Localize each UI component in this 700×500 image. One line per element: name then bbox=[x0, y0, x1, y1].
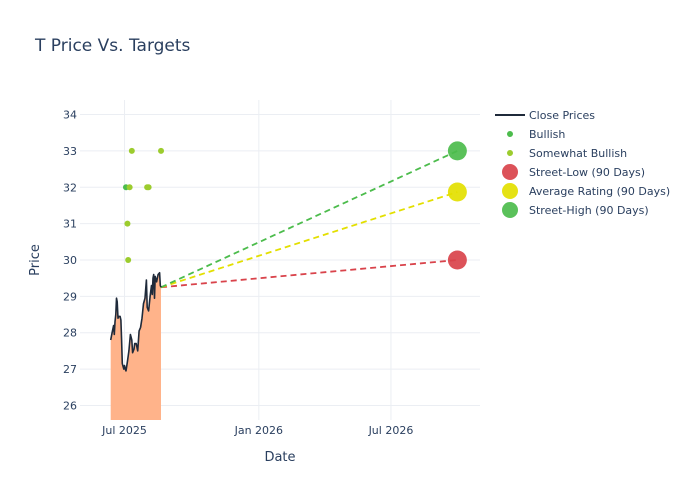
legend-item[interactable]: Bullish bbox=[507, 128, 565, 141]
y-axis-title: Price bbox=[28, 244, 43, 276]
target-lines bbox=[160, 150, 458, 289]
rating-dot bbox=[126, 184, 133, 191]
legend-dot-swatch bbox=[507, 150, 513, 156]
target-marker bbox=[447, 141, 467, 161]
y-tick-label: 29 bbox=[63, 290, 77, 303]
close-price-line bbox=[109, 271, 162, 372]
legend-marker-swatch bbox=[502, 183, 518, 199]
target-line bbox=[160, 259, 458, 289]
legend-label: Somewhat Bullish bbox=[529, 147, 627, 160]
y-tick-label: 32 bbox=[63, 181, 77, 194]
legend-item[interactable]: Average Rating (90 Days) bbox=[502, 183, 670, 199]
target-line bbox=[160, 191, 458, 289]
x-axis-ticks: Jul 2025 Jan 2026 Jul 2026 bbox=[101, 424, 413, 437]
x-axis-title: Date bbox=[264, 450, 295, 465]
legend-item[interactable]: Street-Low (90 Days) bbox=[502, 164, 645, 180]
y-tick-label: 27 bbox=[63, 363, 77, 376]
legend-marker-swatch bbox=[502, 164, 518, 180]
y-tick-label: 30 bbox=[63, 254, 77, 267]
legend-label: Street-Low (90 Days) bbox=[529, 166, 645, 179]
legend-marker-swatch bbox=[502, 202, 518, 218]
target-marker bbox=[447, 182, 467, 202]
x-tick-label: Jan 2026 bbox=[234, 424, 283, 437]
x-tick-label: Jul 2025 bbox=[101, 424, 147, 437]
rating-dot bbox=[125, 257, 132, 263]
legend-item[interactable]: Close Prices bbox=[495, 109, 595, 122]
price-area bbox=[110, 272, 161, 420]
y-tick-label: 28 bbox=[63, 327, 77, 340]
legend-item[interactable]: Somewhat Bullish bbox=[507, 147, 627, 160]
rating-dots bbox=[122, 147, 165, 263]
rating-dot bbox=[128, 147, 135, 154]
rating-dot bbox=[158, 147, 165, 154]
target-line bbox=[160, 150, 458, 289]
x-tick-label: Jul 2026 bbox=[368, 424, 414, 437]
chart-title: T Price Vs. Targets bbox=[34, 36, 191, 56]
rating-dot bbox=[145, 184, 152, 191]
y-tick-label: 33 bbox=[63, 145, 77, 158]
target-markers bbox=[447, 141, 467, 270]
y-tick-label: 31 bbox=[63, 218, 77, 231]
close-price-area bbox=[110, 272, 161, 420]
y-tick-label: 26 bbox=[63, 399, 77, 412]
y-axis-ticks: 26 27 28 29 30 31 32 33 34 bbox=[63, 109, 77, 413]
legend-label: Bullish bbox=[529, 128, 565, 141]
close-price-line-path bbox=[109, 271, 162, 372]
legend-item[interactable]: Street-High (90 Days) bbox=[502, 202, 649, 218]
y-tick-label: 34 bbox=[63, 109, 77, 122]
legend-label: Street-High (90 Days) bbox=[529, 204, 649, 217]
target-marker bbox=[447, 250, 467, 270]
legend-label: Average Rating (90 Days) bbox=[529, 185, 670, 198]
legend-label: Close Prices bbox=[529, 109, 595, 122]
legend-dot-swatch bbox=[507, 131, 513, 137]
rating-dot bbox=[124, 220, 131, 227]
legend[interactable]: Close Prices Bullish Somewhat Bullish Stree… bbox=[495, 109, 670, 218]
